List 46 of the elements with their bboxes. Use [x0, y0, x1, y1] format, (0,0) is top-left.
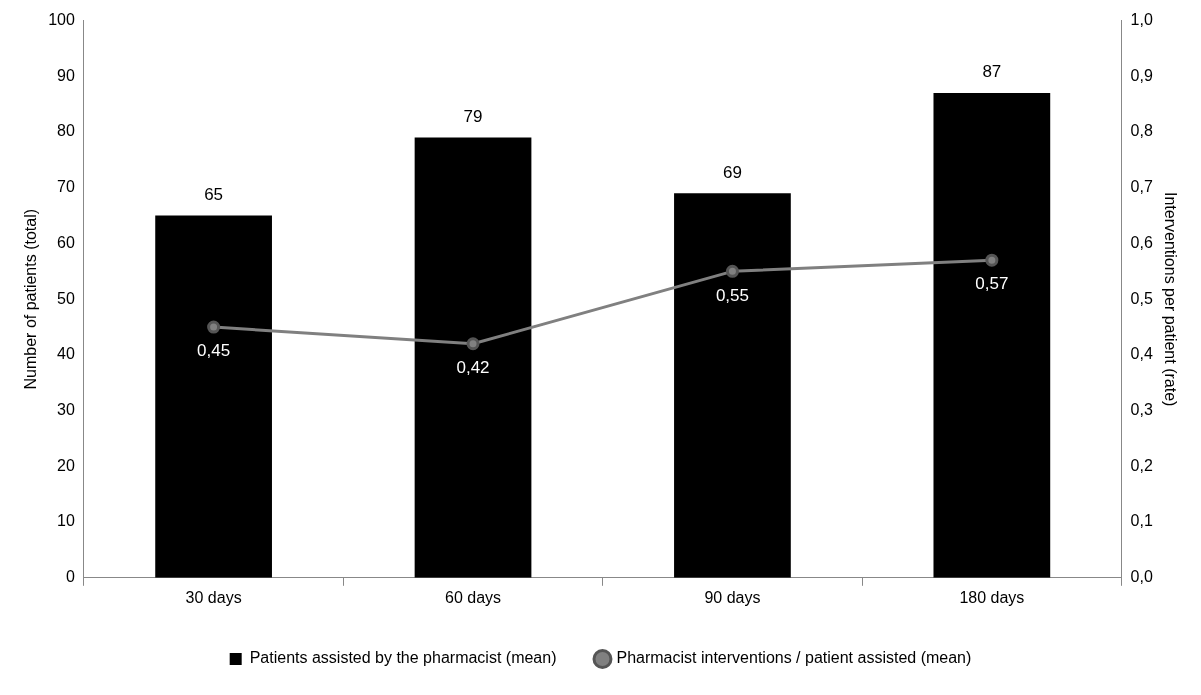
- y2-tick-label: 0,8: [1130, 122, 1153, 140]
- y-tick-label: 40: [57, 345, 75, 363]
- legend-label: Patients assisted by the pharmacist (mean): [249, 649, 557, 667]
- y2-tick-label: 0,9: [1130, 66, 1153, 84]
- data-label: 87: [982, 62, 1002, 82]
- y2-axis-title: Interventions per patient (rate): [1161, 192, 1179, 407]
- bar: [155, 215, 272, 578]
- y-tick-label: 30: [57, 401, 75, 419]
- y-tick-label: 0: [65, 568, 75, 586]
- y-tick-label: 60: [57, 233, 75, 251]
- bar: [933, 93, 1051, 578]
- y-tick-label: 90: [57, 66, 75, 84]
- data-label: 65: [204, 184, 224, 204]
- point: [725, 264, 739, 278]
- y-tick-label: 100: [48, 11, 75, 29]
- y-tick-label: 50: [57, 289, 75, 307]
- data-label: 0,57: [975, 274, 1009, 294]
- data-label: 69: [722, 162, 742, 182]
- y2-tick-label: 1,0: [1130, 11, 1153, 29]
- y-tick-label: 80: [57, 122, 75, 140]
- x-tick-label: 90 days: [704, 588, 761, 606]
- y-tick-label: 70: [57, 178, 75, 196]
- point: [466, 337, 480, 351]
- data-label: 0,55: [715, 285, 749, 305]
- data-label: 0,45: [197, 341, 231, 361]
- point: [207, 320, 221, 334]
- point: [985, 253, 999, 267]
- bar: [414, 137, 532, 578]
- y-tick-label: 20: [57, 456, 75, 474]
- legend-label: Pharmacist interventions / patient assisted (mean): [616, 649, 972, 667]
- y2-tick-label: 0,6: [1130, 233, 1153, 251]
- y2-tick-label: 0,0: [1130, 568, 1153, 586]
- y-tick-label: 10: [57, 512, 75, 530]
- x-tick-label: 60 days: [445, 588, 502, 606]
- y2-tick-label: 0,4: [1130, 345, 1153, 363]
- y-axis-title: Number of patients (total): [22, 208, 40, 390]
- y2-tick-label: 0,1: [1130, 512, 1153, 530]
- y2-tick-label: 0,7: [1130, 178, 1153, 196]
- x-tick-label: 180 days: [959, 588, 1025, 606]
- y2-tick-label: 0,2: [1130, 456, 1153, 474]
- y2-tick-label: 0,3: [1130, 401, 1153, 419]
- y2-tick-label: 0,5: [1130, 289, 1153, 307]
- x-tick-label: 30 days: [185, 588, 242, 606]
- data-label: 79: [463, 106, 483, 126]
- data-label: 0,42: [456, 357, 490, 377]
- bar: [674, 193, 791, 578]
